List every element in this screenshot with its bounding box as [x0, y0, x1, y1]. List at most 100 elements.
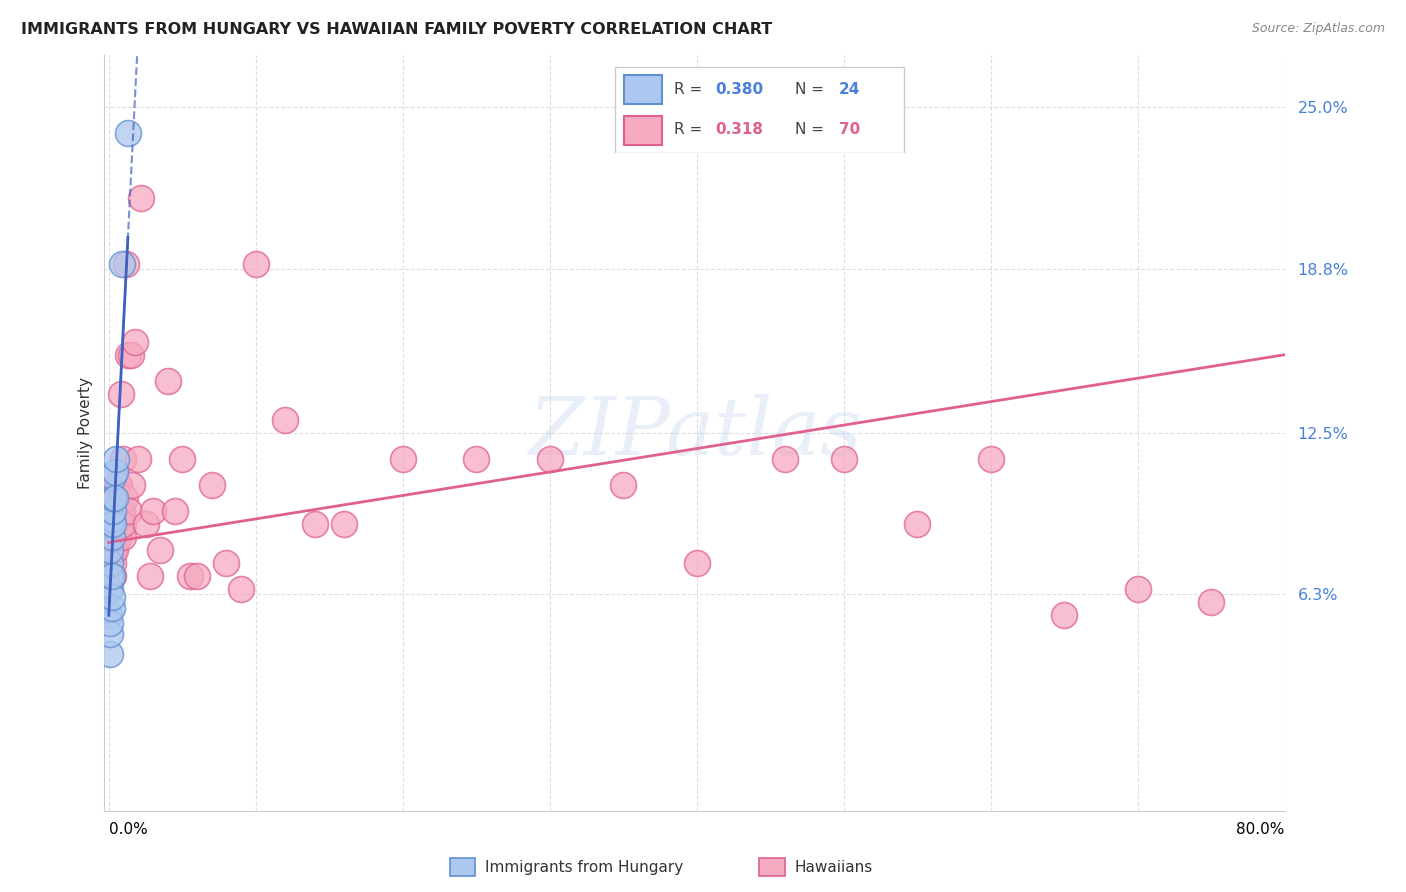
Point	[111, 256, 134, 270]
Point	[103, 491, 125, 505]
Point	[104, 517, 127, 532]
Point	[112, 530, 135, 544]
Point	[103, 491, 125, 505]
Point	[215, 556, 238, 570]
Point	[1199, 595, 1222, 609]
Point	[108, 478, 131, 492]
Point	[108, 530, 131, 544]
Point	[832, 452, 855, 467]
Point	[103, 504, 125, 518]
Point	[100, 590, 122, 604]
Point	[100, 491, 122, 505]
Point	[179, 569, 201, 583]
Point	[100, 517, 122, 532]
Point	[245, 256, 267, 270]
Point	[117, 348, 139, 362]
Point	[98, 582, 121, 597]
Point	[98, 517, 121, 532]
Point	[685, 556, 707, 570]
Point	[104, 465, 127, 479]
Point	[98, 504, 121, 518]
Point	[124, 334, 146, 349]
Point	[98, 569, 121, 583]
Point	[112, 452, 135, 467]
Point	[229, 582, 252, 597]
Point	[103, 470, 125, 484]
Point	[118, 504, 141, 518]
Point	[773, 452, 796, 467]
Point	[97, 530, 120, 544]
Point	[980, 452, 1002, 467]
Point	[98, 556, 121, 570]
Point	[98, 616, 121, 631]
Point	[117, 126, 139, 140]
Point	[121, 478, 143, 492]
Point	[172, 452, 194, 467]
Point	[100, 530, 122, 544]
Point	[108, 504, 131, 518]
Point	[149, 543, 172, 558]
Point	[103, 517, 125, 532]
Point	[98, 543, 121, 558]
Point	[98, 543, 121, 558]
Point	[100, 543, 122, 558]
Text: Immigrants from Hungary: Immigrants from Hungary	[485, 860, 683, 874]
Point	[100, 504, 122, 518]
Point	[111, 504, 134, 518]
Point	[612, 478, 634, 492]
Point	[100, 512, 122, 526]
Point	[98, 556, 121, 570]
Point	[186, 569, 208, 583]
Point	[142, 504, 165, 518]
Point	[100, 569, 122, 583]
Point	[105, 452, 128, 467]
Point	[104, 543, 127, 558]
Point	[100, 530, 122, 544]
Point	[114, 491, 136, 505]
Point	[110, 387, 132, 401]
Point	[156, 374, 179, 388]
Point	[333, 517, 356, 532]
Point	[120, 348, 142, 362]
Point	[103, 543, 125, 558]
Point	[127, 452, 149, 467]
Point	[100, 569, 122, 583]
Point	[274, 413, 297, 427]
Point	[905, 517, 928, 532]
Point	[105, 504, 128, 518]
Point	[129, 191, 152, 205]
Point	[163, 504, 186, 518]
Text: 0.0%: 0.0%	[108, 822, 148, 837]
Point	[112, 517, 135, 532]
Point	[110, 517, 132, 532]
Point	[1126, 582, 1149, 597]
Point	[100, 600, 122, 615]
Point	[98, 517, 121, 532]
Point	[538, 452, 561, 467]
Text: Source: ZipAtlas.com: Source: ZipAtlas.com	[1251, 22, 1385, 36]
Point	[201, 478, 224, 492]
Point	[98, 648, 121, 662]
Point	[103, 556, 125, 570]
Point	[104, 491, 127, 505]
Y-axis label: Family Poverty: Family Poverty	[79, 377, 93, 489]
Point	[105, 478, 128, 492]
Point	[391, 452, 413, 467]
Text: ZIPatlas: ZIPatlas	[527, 394, 862, 472]
Point	[104, 491, 127, 505]
Point	[115, 256, 138, 270]
Text: Hawaiians: Hawaiians	[794, 860, 873, 874]
Point	[107, 478, 129, 492]
Text: IMMIGRANTS FROM HUNGARY VS HAWAIIAN FAMILY POVERTY CORRELATION CHART: IMMIGRANTS FROM HUNGARY VS HAWAIIAN FAMI…	[21, 22, 772, 37]
Point	[97, 608, 120, 623]
Point	[103, 569, 125, 583]
Text: 80.0%: 80.0%	[1236, 822, 1285, 837]
Point	[139, 569, 162, 583]
Point	[105, 530, 128, 544]
Point	[98, 626, 121, 640]
Point	[1053, 608, 1076, 623]
Point	[97, 582, 120, 597]
Point	[304, 517, 326, 532]
Point	[465, 452, 488, 467]
Point	[107, 504, 129, 518]
